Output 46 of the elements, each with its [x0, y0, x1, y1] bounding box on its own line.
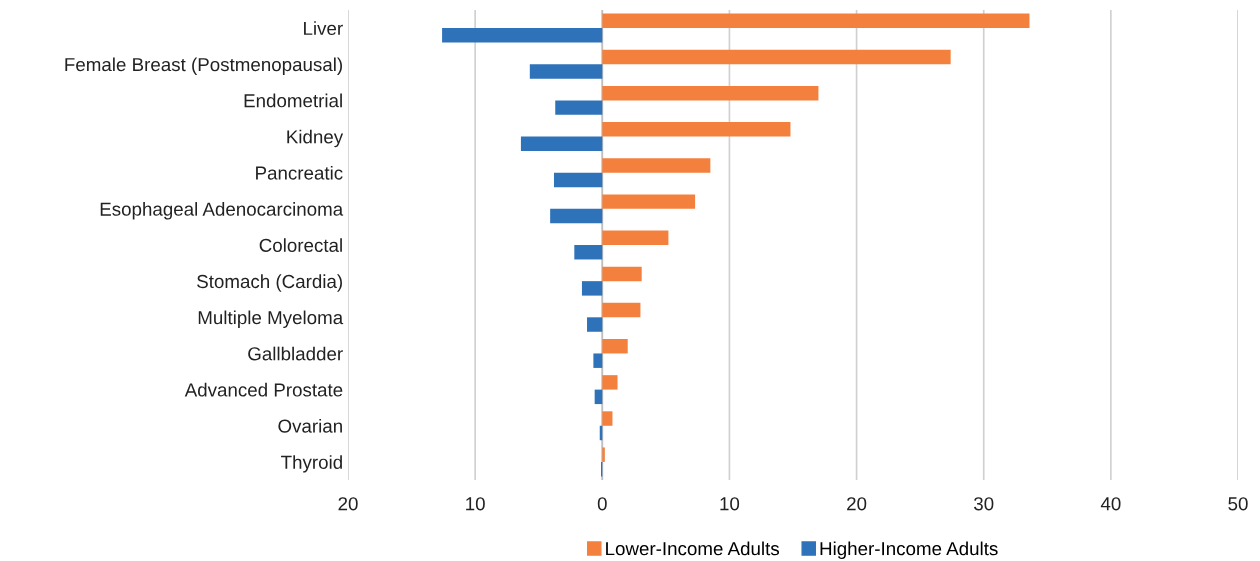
- y-tick-label: Colorectal: [259, 238, 342, 252]
- bar: [553, 172, 603, 188]
- y-tick-label: Gallbladder: [248, 346, 343, 361]
- y-tick-label: Advanced Prostate: [184, 382, 343, 397]
- x-tick-label: 50: [1228, 497, 1248, 511]
- y-tick-label: Kidney: [287, 129, 344, 148]
- y-tick-label: Thyroid: [281, 455, 342, 473]
- y-tick-label: Stomach (Cardia): [197, 274, 342, 292]
- y-tick-label: Liver: [304, 21, 343, 36]
- bar: [602, 411, 613, 426]
- x-tick-label: 40: [1100, 497, 1121, 511]
- bar: [555, 100, 603, 115]
- x-tick-label: 10: [720, 497, 740, 511]
- legend-label: Higher-Income Adults: [820, 541, 998, 559]
- y-tick-label: Esophageal Adenocarcinoma: [100, 202, 344, 220]
- bar: [602, 447, 605, 462]
- bar: [602, 13, 1030, 29]
- bar: [602, 194, 696, 209]
- bar: [520, 136, 603, 151]
- legend-label: Lower-Income Adults: [606, 541, 779, 556]
- bar: [602, 49, 951, 65]
- x-tick-label: 10: [466, 497, 485, 511]
- x-tick-label: 20: [847, 497, 867, 511]
- bar: [550, 208, 603, 224]
- bar: [602, 85, 819, 101]
- bar: [602, 375, 618, 390]
- bar: [602, 302, 641, 318]
- bar: [574, 245, 603, 260]
- bar: [581, 281, 603, 296]
- x-tick-label: 20: [338, 497, 358, 511]
- y-tick-label: Multiple Myeloma: [198, 310, 344, 328]
- bar: [602, 230, 669, 245]
- bar: [593, 353, 603, 368]
- bar: [442, 28, 603, 43]
- bar: [602, 158, 711, 173]
- y-tick-label: Female Breast (Postmenopausal): [65, 57, 342, 75]
- x-tick-label: 0: [597, 497, 607, 511]
- x-tick-label: 30: [974, 497, 994, 511]
- bar: [587, 317, 603, 332]
- bar: [602, 266, 642, 282]
- bar: [529, 64, 603, 79]
- y-tick-label: Endometrial: [244, 93, 342, 108]
- y-tick-label: Pancreatic: [256, 165, 343, 180]
- y-tick-label: Ovarian: [278, 418, 342, 433]
- bar: [602, 122, 791, 137]
- bar: [602, 339, 628, 354]
